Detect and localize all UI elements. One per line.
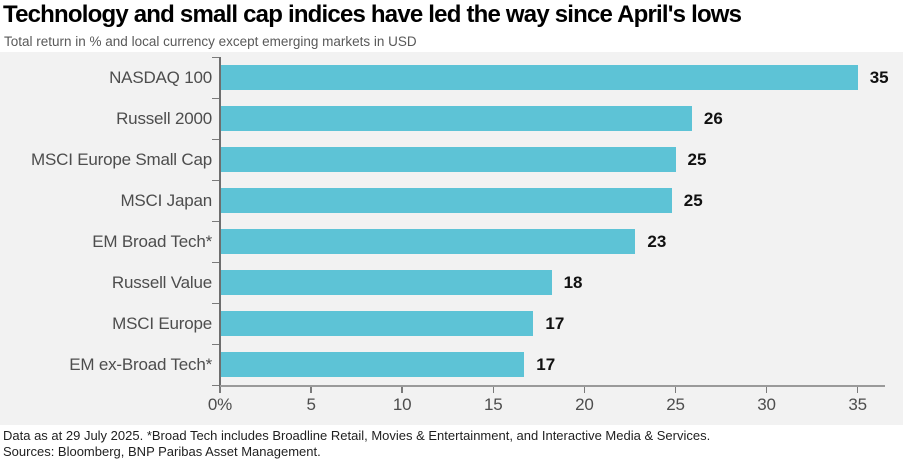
x-axis-tick [492, 386, 495, 393]
category-label: MSCI Europe [112, 313, 212, 333]
category-label: EM Broad Tech* [92, 231, 212, 251]
y-axis-tick [212, 138, 219, 140]
chart-title: Technology and small cap indices have le… [3, 1, 742, 28]
value-label: 25 [683, 190, 703, 210]
x-axis-line [220, 385, 885, 387]
category-label: Russell 2000 [116, 108, 212, 128]
y-axis-tick [212, 97, 219, 99]
x-axis-tick-label: 5 [306, 395, 316, 414]
x-axis-tick [310, 386, 312, 393]
bar [220, 188, 672, 213]
category-label: MSCI Japan [120, 190, 212, 210]
bar [220, 311, 534, 336]
plot-area: NASDAQ 100 35 Russell 2000 26 MSCI Europe Sm… [0, 52, 903, 425]
x-axis-tick [765, 386, 768, 393]
value-label: 35 [869, 67, 889, 87]
footnote: Data as at 29 July 2025. *Broad Tech inc… [3, 428, 711, 443]
bar [220, 65, 858, 90]
bar [220, 147, 676, 172]
y-axis-tick [212, 302, 219, 304]
category-label: Russell Value [111, 272, 212, 292]
x-axis-tick-label: 30 [757, 395, 776, 414]
y-axis-tick [212, 261, 219, 263]
x-axis-tick-label: 35 [848, 395, 867, 414]
sources: Sources: Bloomberg, BNP Paribas Asset Ma… [3, 444, 321, 459]
x-axis-tick [583, 386, 586, 393]
bar [220, 352, 525, 377]
bar [220, 270, 552, 295]
category-label: EM ex-Broad Tech* [69, 354, 212, 374]
x-axis-tick-label: 0% [207, 395, 233, 414]
x-axis-tick-label: 20 [575, 395, 594, 414]
chart-subtitle: Total return in % and local currency exc… [4, 34, 417, 49]
x-axis-tick [219, 386, 221, 393]
x-axis-tick [674, 386, 677, 393]
value-label: 17 [545, 313, 565, 333]
value-label: 17 [536, 354, 556, 374]
value-label: 18 [563, 272, 583, 292]
x-axis-tick-label: 15 [484, 395, 503, 414]
y-axis-tick [212, 56, 219, 58]
category-label: MSCI Europe Small Cap [31, 149, 212, 169]
y-axis-tick [212, 343, 219, 345]
x-axis-tick-label: 25 [666, 395, 685, 414]
value-label: 23 [647, 231, 667, 251]
x-axis-tick [856, 386, 859, 393]
y-axis-tick [212, 179, 219, 181]
bar [220, 106, 692, 131]
y-axis-tick [212, 220, 219, 222]
x-axis-tick [401, 386, 403, 393]
x-axis-tick-label: 10 [392, 395, 412, 414]
bar [220, 229, 636, 254]
y-axis-line [218, 57, 221, 392]
category-label: NASDAQ 100 [109, 67, 212, 87]
value-label: 26 [703, 108, 723, 128]
y-axis-tick [212, 384, 219, 386]
value-label: 25 [687, 149, 707, 169]
